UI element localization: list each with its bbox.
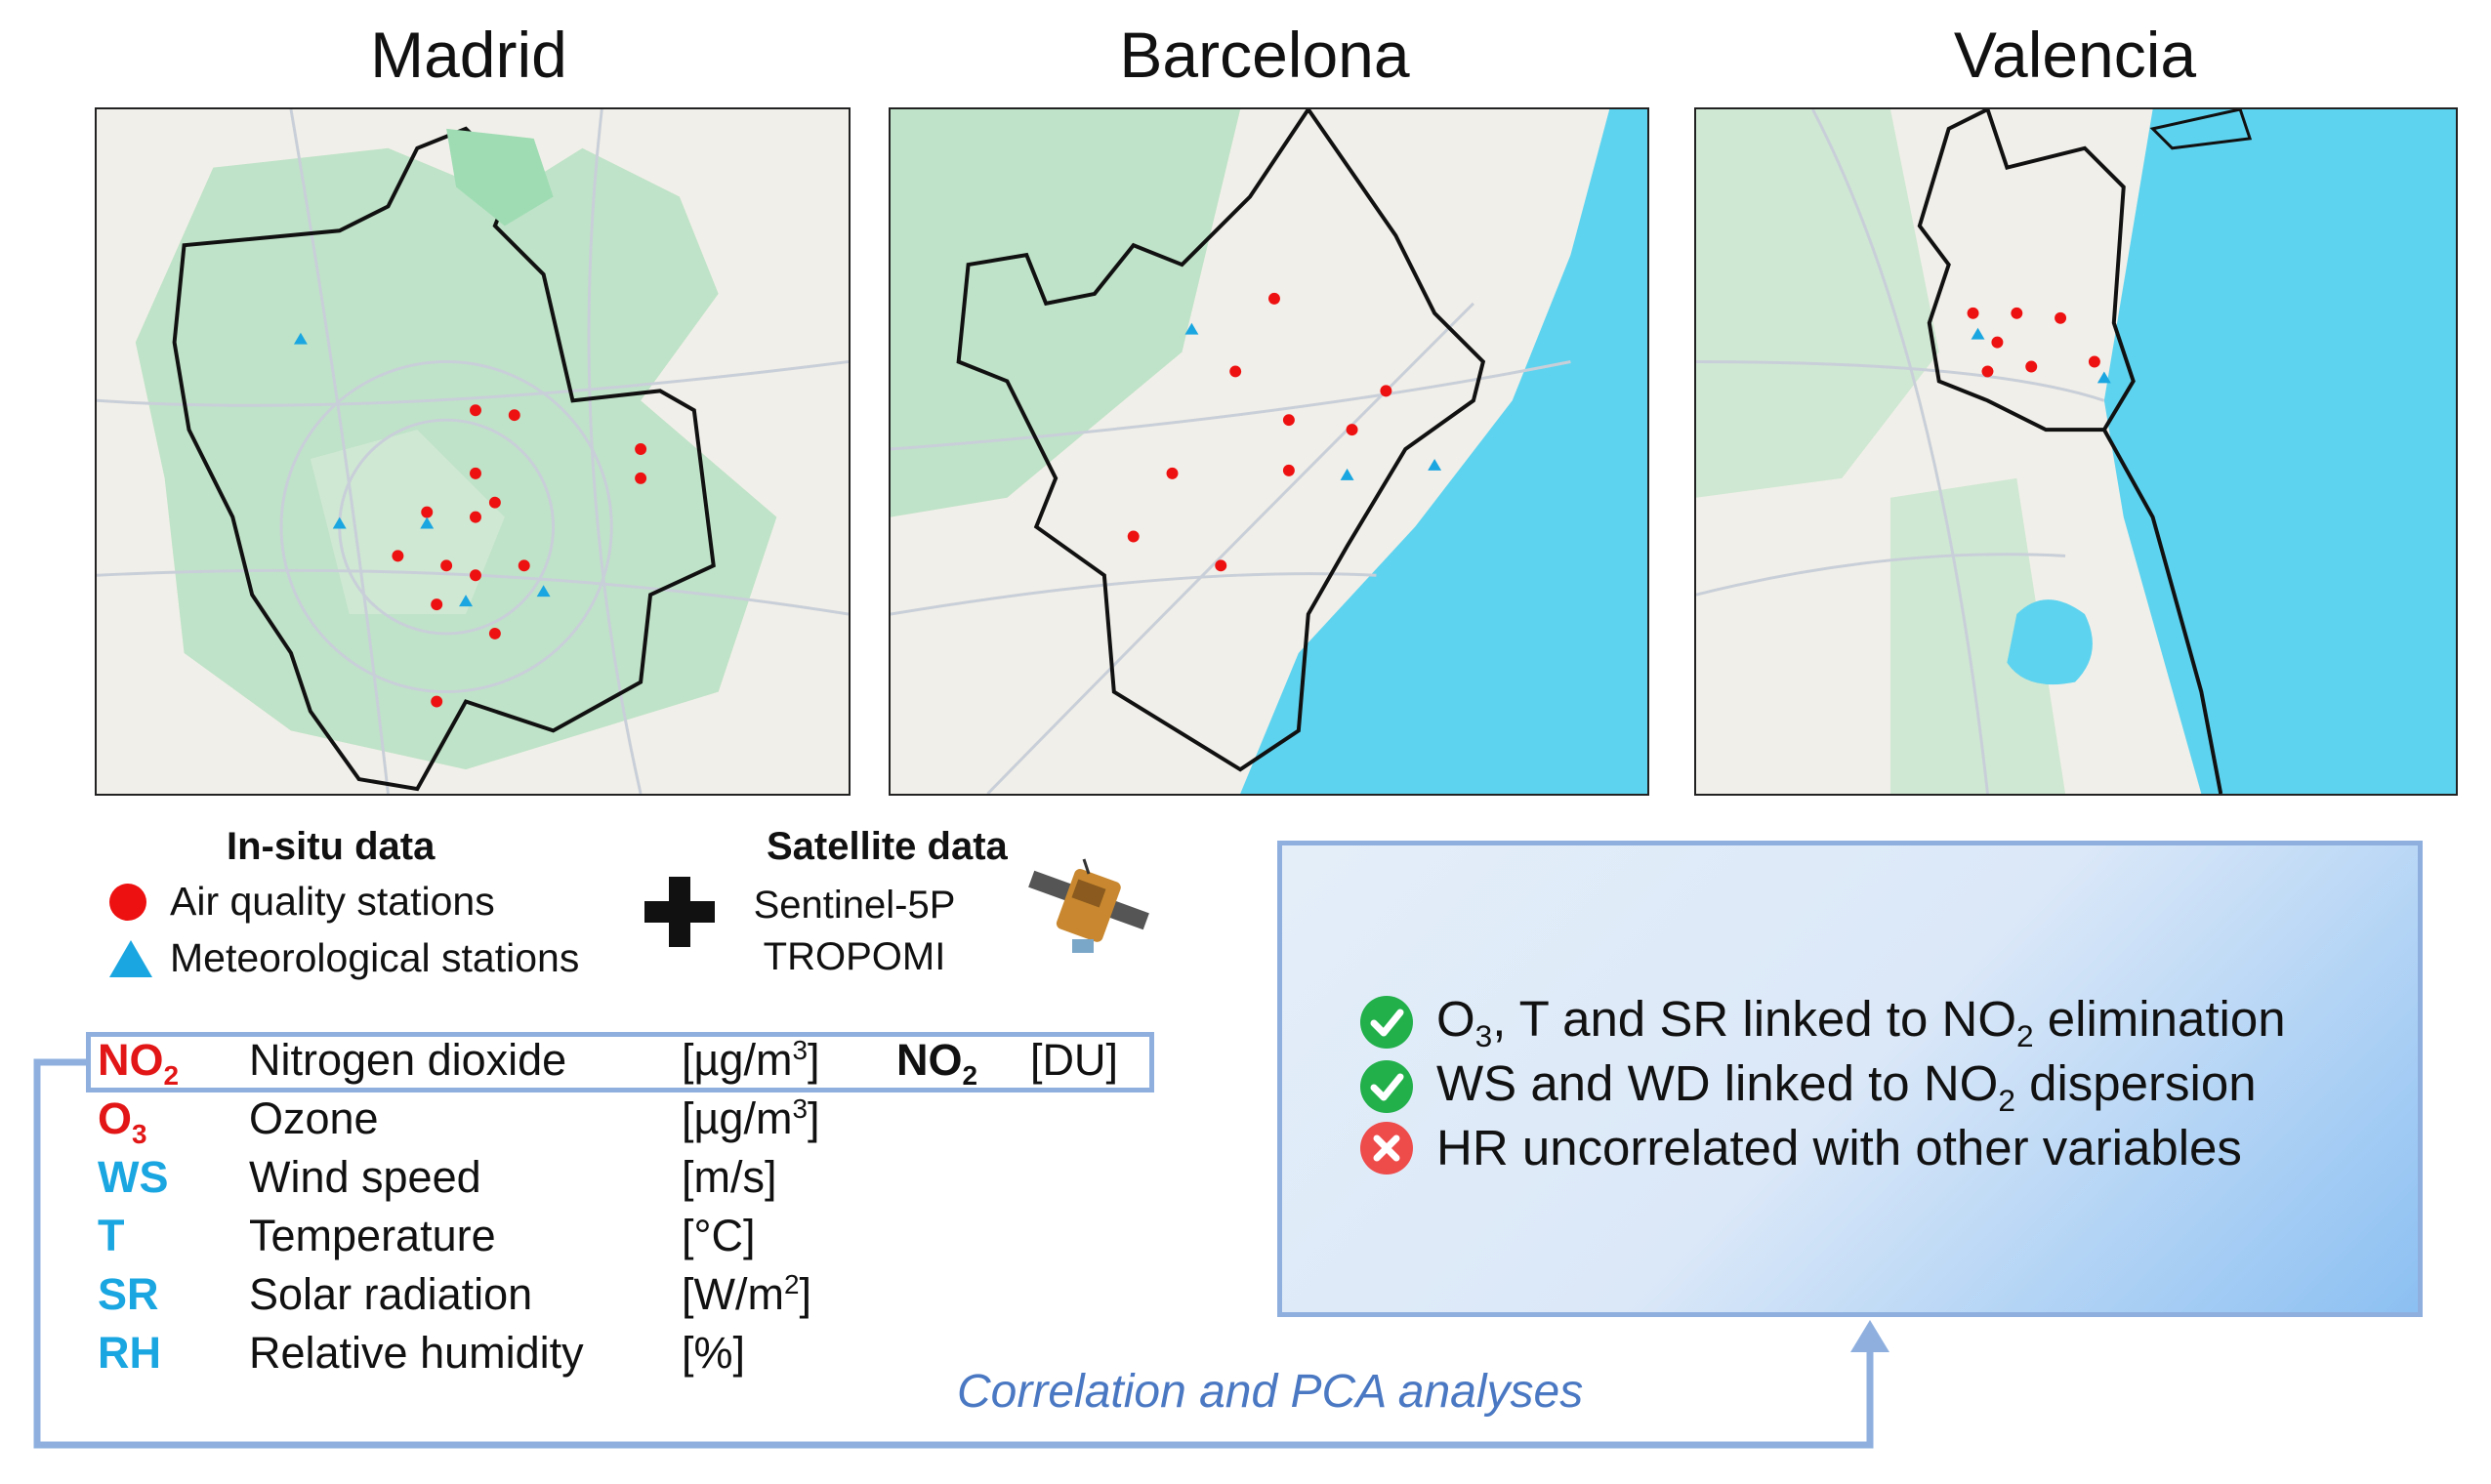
variable-name: Relative humidity: [249, 1328, 584, 1378]
legend-air-quality: Air quality stations: [109, 879, 495, 925]
variable-unit: [m/s]: [682, 1152, 777, 1202]
variable-abbr: SR: [98, 1269, 159, 1319]
variable-abbr: WS: [98, 1152, 169, 1202]
result-text: HR uncorrelated with other variables: [1436, 1120, 2242, 1175]
variable-abbr: O3: [98, 1093, 147, 1149]
satellite-icon: [1028, 858, 1149, 953]
variable-name: Ozone: [249, 1093, 379, 1143]
meteo-marker-icon: [109, 939, 152, 977]
variable-unit: [W/m2]: [682, 1269, 811, 1319]
result-text: WS and WD linked to NO2 dispersion: [1436, 1055, 2257, 1119]
variable-row-t: T Temperature [°C]: [98, 1211, 1269, 1265]
variable-row-sr: SR Solar radiation [W/m2]: [98, 1269, 1269, 1324]
valencia-map: [1694, 107, 2458, 796]
no2-highlight-box: [86, 1032, 1154, 1092]
variable-name: Solar radiation: [249, 1269, 533, 1319]
air-quality-label: Air quality stations: [170, 879, 495, 924]
variable-unit: [µg/m3]: [682, 1093, 820, 1143]
check-icon: [1360, 996, 1413, 1050]
variable-abbr: T: [98, 1211, 125, 1260]
flow-caption: Correlation and PCA analyses: [957, 1366, 1584, 1418]
result-row: WS and WD linked to NO2 dispersion: [1358, 1054, 2257, 1119]
insitu-title: In-situ data: [227, 825, 436, 868]
result-text: O3, T and SR linked to NO2 elimination: [1436, 991, 2286, 1054]
variable-unit: [%]: [682, 1328, 746, 1378]
map-title-madrid: Madrid: [370, 19, 567, 91]
satellite-line1: Sentinel-5P: [753, 884, 956, 927]
variable-row-o3: O3 Ozone [µg/m3]: [98, 1093, 1269, 1149]
variable-name: Wind speed: [249, 1152, 481, 1202]
madrid-map: [95, 107, 851, 796]
map-title-barcelona: Barcelona: [1119, 19, 1410, 91]
barcelona-map: [889, 107, 1649, 796]
variable-abbr: RH: [98, 1328, 161, 1378]
check-icon: [1360, 1060, 1413, 1114]
legend-meteo: Meteorological stations: [109, 935, 579, 981]
variable-name: Temperature: [249, 1211, 496, 1260]
plus-icon: [644, 877, 715, 947]
satellite-line2: TROPOMI: [763, 935, 946, 978]
satellite-title: Satellite data: [767, 825, 1008, 868]
map-title-valencia: Valencia: [1953, 19, 2197, 91]
variable-unit: [°C]: [682, 1211, 756, 1260]
results-box: O3, T and SR linked to NO2 elimination W…: [1277, 841, 2423, 1317]
result-row: HR uncorrelated with other variables: [1358, 1119, 2242, 1176]
cross-icon: [1360, 1121, 1413, 1175]
air-quality-marker-icon: [109, 883, 146, 921]
variable-row-ws: WS Wind speed [m/s]: [98, 1152, 1269, 1207]
result-row: O3, T and SR linked to NO2 elimination: [1358, 990, 2286, 1054]
meteo-label: Meteorological stations: [170, 935, 580, 980]
